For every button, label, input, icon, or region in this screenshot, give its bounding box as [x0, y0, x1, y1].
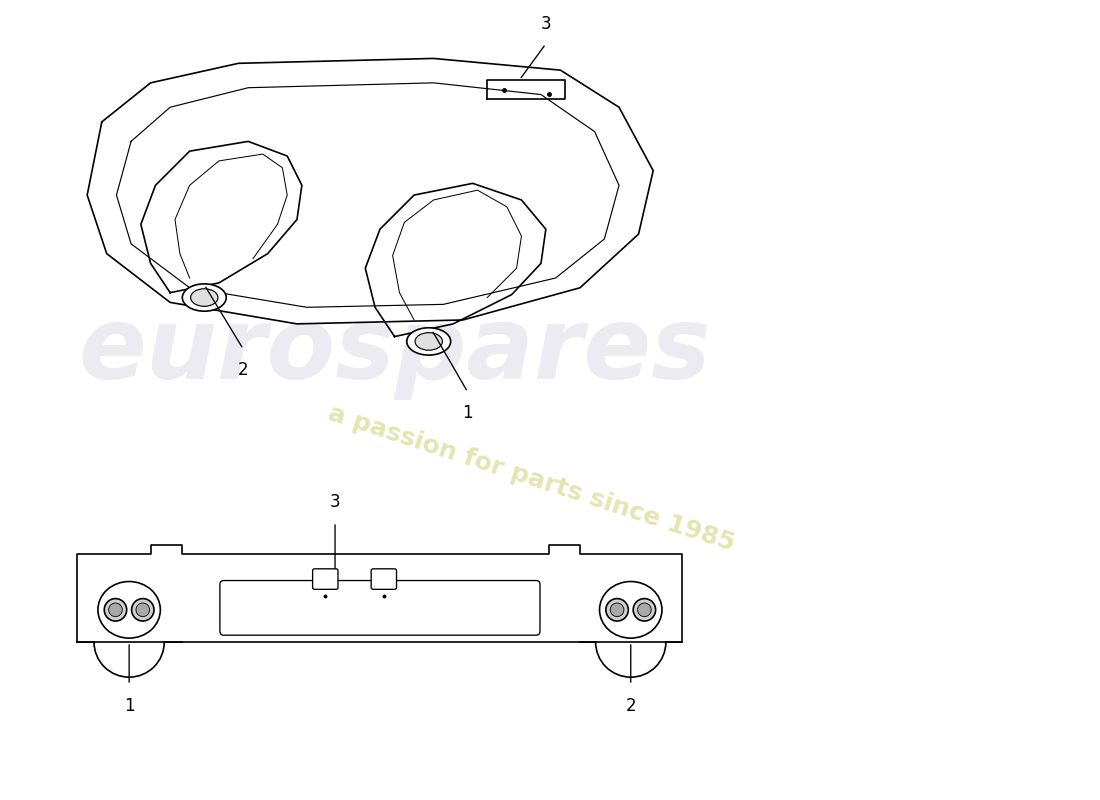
Ellipse shape [415, 333, 442, 350]
Ellipse shape [190, 289, 218, 306]
Circle shape [104, 598, 126, 621]
Text: eurospares: eurospares [78, 302, 711, 400]
Ellipse shape [407, 328, 451, 355]
Circle shape [634, 598, 656, 621]
Text: a passion for parts since 1985: a passion for parts since 1985 [324, 401, 737, 555]
Circle shape [136, 603, 150, 617]
Circle shape [638, 603, 651, 617]
Text: 2: 2 [238, 361, 249, 379]
FancyBboxPatch shape [371, 569, 396, 590]
FancyBboxPatch shape [312, 569, 338, 590]
Ellipse shape [98, 582, 161, 638]
Ellipse shape [183, 284, 227, 311]
Circle shape [132, 598, 154, 621]
Text: 3: 3 [330, 494, 340, 511]
Text: 3: 3 [540, 15, 551, 33]
Circle shape [109, 603, 122, 617]
FancyBboxPatch shape [220, 581, 540, 635]
Text: 1: 1 [462, 404, 473, 422]
Ellipse shape [600, 582, 662, 638]
Circle shape [610, 603, 624, 617]
Text: 2: 2 [626, 697, 636, 714]
Text: 1: 1 [124, 697, 134, 714]
Circle shape [606, 598, 628, 621]
